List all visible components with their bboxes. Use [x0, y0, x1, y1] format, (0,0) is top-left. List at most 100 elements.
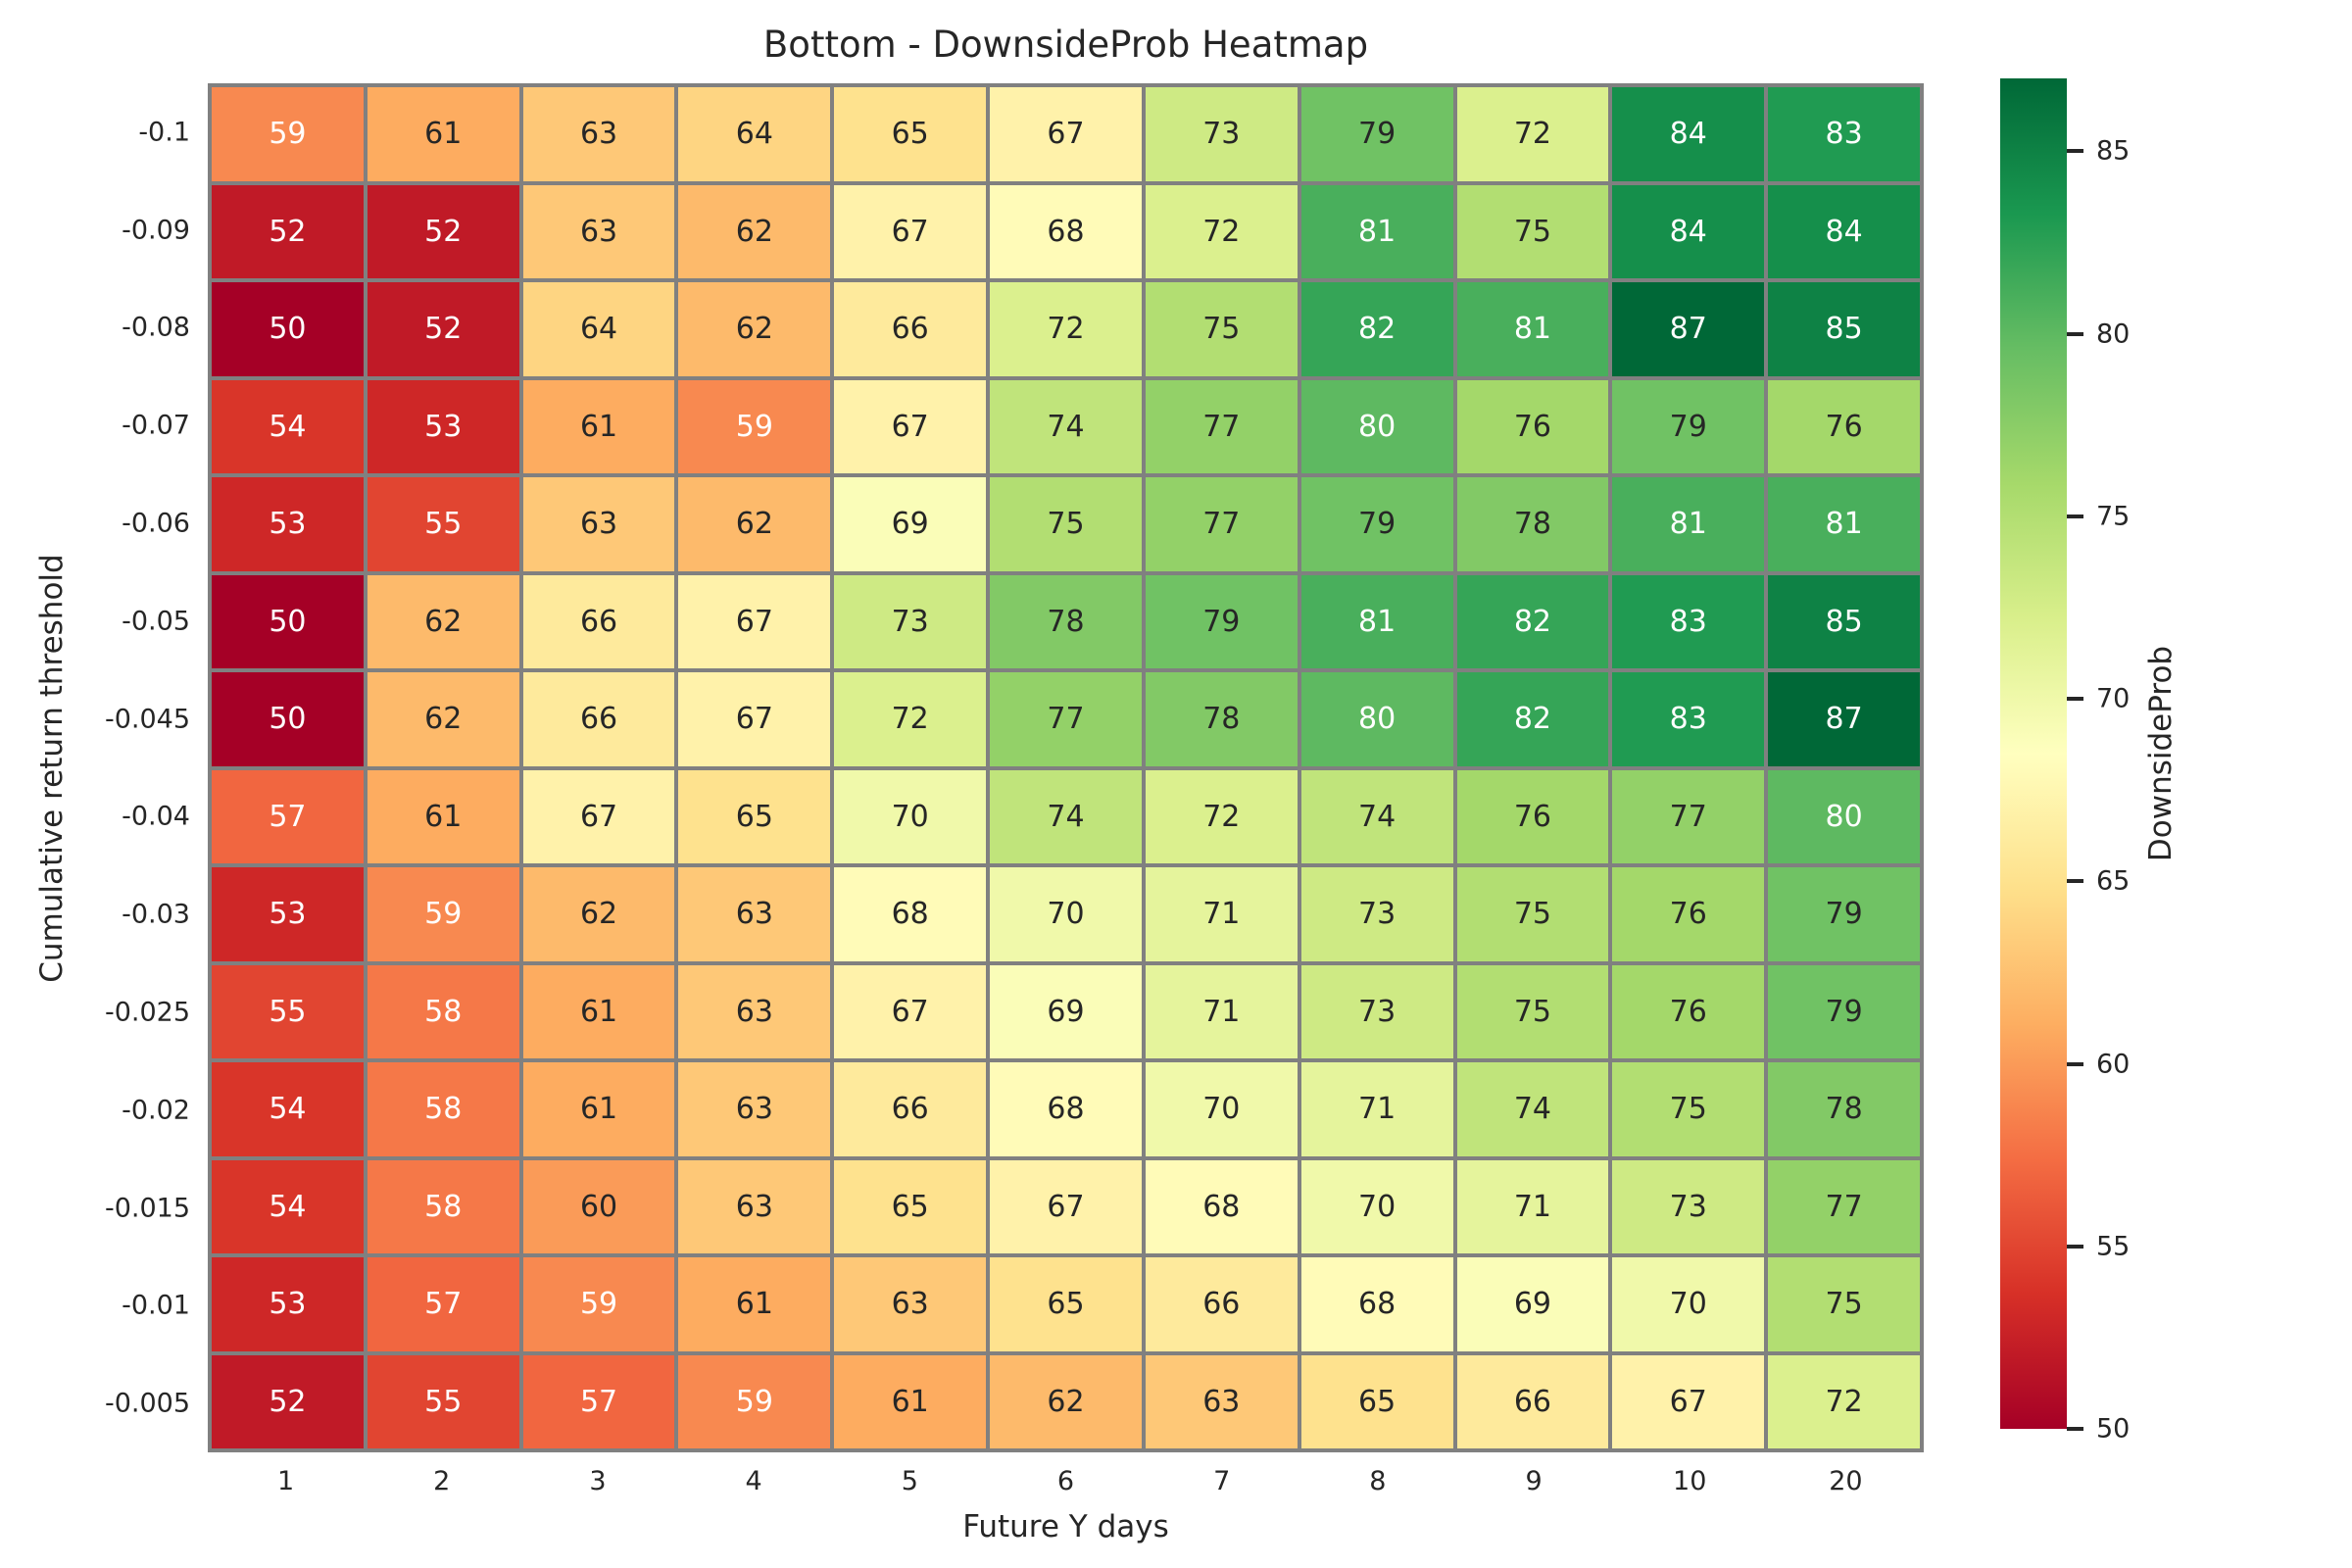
x-tick-label-4: 5: [901, 1466, 918, 1496]
heatmap-cell-r0c10: 83: [1768, 87, 1920, 181]
heatmap-cell-r5c0: 50: [212, 574, 364, 668]
x-tick-label-9: 10: [1673, 1466, 1707, 1496]
heatmap-cell-r7c0: 57: [212, 769, 364, 863]
heatmap-cell-r12c6: 66: [1145, 1257, 1298, 1351]
colorbar-tick-mark-1: [2067, 331, 2083, 336]
heatmap-cell-r11c10: 77: [1768, 1159, 1920, 1253]
heatmap-cell-r11c2: 60: [522, 1159, 675, 1253]
heatmap-cell-r13c0: 52: [212, 1354, 364, 1448]
heatmap-cell-r8c9: 76: [1612, 867, 1765, 961]
y-tick-label-8: -0.03: [122, 899, 190, 930]
heatmap-cell-r12c2: 59: [522, 1257, 675, 1351]
heatmap-cell-r9c8: 75: [1456, 964, 1609, 1058]
heatmap-cell-r0c3: 64: [678, 87, 831, 181]
x-tick-label-6: 7: [1213, 1466, 1231, 1496]
colorbar-tick-mark-4: [2067, 879, 2083, 884]
heatmap-cell-r13c7: 65: [1300, 1354, 1453, 1448]
heatmap-cell-r2c9: 87: [1612, 282, 1765, 376]
heatmap-cell-r3c7: 80: [1300, 379, 1453, 473]
heatmap-cell-r5c6: 79: [1145, 574, 1298, 668]
heatmap-cell-r1c1: 52: [367, 184, 519, 278]
heatmap-cell-r2c5: 72: [990, 282, 1142, 376]
heatmap-cell-r9c5: 69: [990, 964, 1142, 1058]
heatmap-cell-r10c6: 70: [1145, 1062, 1298, 1156]
heatmap-cell-r12c8: 69: [1456, 1257, 1609, 1351]
heatmap-cell-r6c9: 83: [1612, 672, 1765, 766]
heatmap-cell-r11c1: 58: [367, 1159, 519, 1253]
colorbar-tick-mark-3: [2067, 697, 2083, 702]
heatmap-cell-r13c10: 72: [1768, 1354, 1920, 1448]
heatmap-cell-r0c8: 72: [1456, 87, 1609, 181]
heatmap-grid: 59 61 63 64 65 67 73 79 72 84 83 52 52 63 62 67 68 72 81 75…: [208, 83, 1924, 1452]
heatmap-cell-r8c10: 79: [1768, 867, 1920, 961]
heatmap-cell-r3c4: 67: [834, 379, 987, 473]
heatmap-cell-r7c7: 74: [1300, 769, 1453, 863]
heatmap-cell-r10c5: 68: [990, 1062, 1142, 1156]
heatmap-cell-r13c3: 59: [678, 1354, 831, 1448]
heatmap-cell-r7c10: 80: [1768, 769, 1920, 863]
heatmap-cell-r12c0: 53: [212, 1257, 364, 1351]
y-tick-label-6: -0.045: [104, 704, 190, 735]
heatmap-cell-r5c3: 67: [678, 574, 831, 668]
heatmap-cell-r8c0: 53: [212, 867, 364, 961]
heatmap-cell-r3c6: 77: [1145, 379, 1298, 473]
heatmap-cell-r2c1: 52: [367, 282, 519, 376]
colorbar-tick-mark-0: [2067, 149, 2083, 154]
heatmap-cell-r9c3: 63: [678, 964, 831, 1058]
colorbar-tick-label-0: 85: [2096, 135, 2131, 167]
colorbar-tick-mark-5: [2067, 1061, 2083, 1066]
heatmap-cell-r10c10: 78: [1768, 1062, 1920, 1156]
colorbar-tick-label-4: 65: [2096, 865, 2131, 897]
y-tick-label-3: -0.07: [122, 410, 190, 441]
heatmap-cell-r10c8: 74: [1456, 1062, 1609, 1156]
heatmap-cell-r8c4: 68: [834, 867, 987, 961]
heatmap-cell-r4c1: 55: [367, 477, 519, 571]
heatmap-cell-r11c0: 54: [212, 1159, 364, 1253]
heatmap-cell-r1c9: 84: [1612, 184, 1765, 278]
colorbar-tick-label-7: 50: [2096, 1413, 2131, 1445]
heatmap-cell-r7c3: 65: [678, 769, 831, 863]
y-tick-label-10: -0.02: [122, 1095, 190, 1126]
heatmap-cell-r1c0: 52: [212, 184, 364, 278]
heatmap-cell-r11c9: 73: [1612, 1159, 1765, 1253]
heatmap-cell-r6c6: 78: [1145, 672, 1298, 766]
colorbar-tick-label-2: 75: [2096, 501, 2131, 532]
x-tick-label-0: 1: [276, 1466, 295, 1496]
heatmap-cell-r6c3: 67: [678, 672, 831, 766]
heatmap-cell-r11c3: 63: [678, 1159, 831, 1253]
heatmap-cell-r3c10: 76: [1768, 379, 1920, 473]
heatmap-cell-r2c2: 64: [522, 282, 675, 376]
heatmap-cell-r13c2: 57: [522, 1354, 675, 1448]
x-axis-label: Future Y days: [962, 1509, 1169, 1544]
heatmap-cell-r3c3: 59: [678, 379, 831, 473]
heatmap-cell-r3c0: 54: [212, 379, 364, 473]
heatmap-cell-r7c5: 74: [990, 769, 1142, 863]
heatmap-cell-r7c4: 70: [834, 769, 987, 863]
heatmap-cell-r3c1: 53: [367, 379, 519, 473]
x-tick-label-8: 9: [1525, 1466, 1543, 1496]
x-tick-label-3: 4: [745, 1466, 762, 1496]
heatmap-cell-r10c2: 61: [522, 1062, 675, 1156]
heatmap-cell-r5c7: 81: [1300, 574, 1453, 668]
heatmap-cell-r1c3: 62: [678, 184, 831, 278]
heatmap-cell-r7c8: 76: [1456, 769, 1609, 863]
heatmap-cell-r8c8: 75: [1456, 867, 1609, 961]
heatmap-cell-r5c5: 78: [990, 574, 1142, 668]
y-tick-label-12: -0.01: [122, 1290, 190, 1321]
x-tick-label-1: 2: [433, 1466, 451, 1496]
heatmap-cell-r8c3: 63: [678, 867, 831, 961]
heatmap-cell-r10c3: 63: [678, 1062, 831, 1156]
y-tick-label-4: -0.06: [122, 508, 190, 539]
colorbar-label-text: DownsideProb: [2143, 645, 2179, 862]
colorbar-tick-mark-7: [2067, 1427, 2083, 1431]
heatmap-cell-r10c1: 58: [367, 1062, 519, 1156]
x-tick-label-7: 8: [1369, 1466, 1387, 1496]
colorbar-label: DownsideProb: [2117, 78, 2205, 1429]
colorbar: 85 80 75 70 65 60 55 50: [2000, 78, 2130, 1445]
heatmap-cell-r9c0: 55: [212, 964, 364, 1058]
y-tick-label-9: -0.025: [104, 997, 190, 1028]
heatmap-cell-r5c9: 83: [1612, 574, 1765, 668]
heatmap-cell-r4c4: 69: [834, 477, 987, 571]
heatmap-cell-r13c6: 63: [1145, 1354, 1298, 1448]
